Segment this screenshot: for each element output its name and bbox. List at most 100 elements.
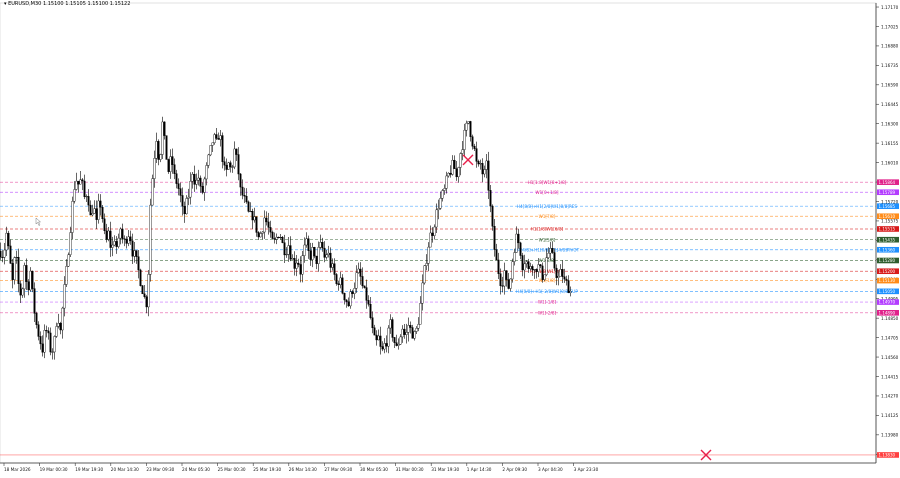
candle-body	[123, 238, 126, 240]
level-price-tag	[877, 203, 899, 209]
candle-body	[49, 332, 52, 353]
candle-body	[509, 278, 512, 289]
candle-body	[513, 252, 516, 262]
candle-body	[321, 242, 324, 249]
candle-body	[209, 145, 212, 156]
chart-header: ▾ EURUSD,M30 1.15100 1.15105 1.15100 1.1…	[4, 1, 130, 7]
candle-body	[97, 200, 100, 220]
candle-body	[89, 204, 92, 216]
candle-body	[205, 165, 208, 180]
candle-body	[415, 328, 418, 332]
candle-body	[407, 325, 410, 333]
candle-body	[333, 263, 336, 275]
candle-body	[433, 226, 436, 236]
candle-body	[253, 216, 256, 221]
candle-body	[167, 159, 170, 172]
level-label: W1[5/8]	[539, 237, 556, 242]
x-tick-label: 18 Mar 2026	[4, 467, 31, 472]
level-label: H4[0/8]+H1[-2/8]W1[0/8]SUP	[516, 289, 578, 294]
candle-body	[215, 134, 218, 139]
candle-body	[555, 267, 558, 278]
level-label: W1[-2/8]	[538, 310, 557, 315]
candle-body	[21, 288, 24, 296]
level-price-label: 1.15610	[879, 214, 896, 219]
candle-body	[337, 283, 340, 285]
candle-body	[179, 188, 182, 196]
candle-body	[69, 232, 72, 255]
x-tick-label: 25 Mar 19:30	[253, 467, 281, 472]
candle-body	[537, 264, 540, 272]
candle-body	[53, 336, 56, 353]
candle-body	[117, 237, 120, 247]
candle-body	[529, 266, 532, 269]
candle-body	[341, 277, 344, 294]
candle-body	[317, 247, 320, 264]
candle-body	[71, 201, 74, 233]
candle-body	[455, 168, 458, 178]
candle-body	[247, 201, 250, 212]
candle-body	[177, 183, 180, 189]
candle-body	[539, 264, 542, 267]
candle-body	[113, 241, 116, 246]
candle-body	[559, 269, 562, 277]
candle-body	[549, 248, 552, 254]
y-tick-label: 1.14415	[881, 374, 899, 379]
candle-body	[463, 129, 466, 150]
candle-body	[147, 274, 150, 308]
candle-body	[379, 335, 382, 347]
x-tick-label: 2 Apr 09:30	[502, 467, 527, 472]
candle-body	[233, 148, 236, 168]
candle-body	[169, 156, 172, 172]
candle-body	[255, 216, 258, 233]
candle-body	[409, 325, 412, 328]
candle-body	[397, 343, 400, 346]
candle-body	[287, 245, 290, 255]
candle-body	[171, 156, 174, 165]
candle-body	[149, 204, 152, 275]
candle-body	[107, 230, 110, 240]
x-tick-label: 31 Mar 19:30	[431, 467, 459, 472]
y-tick-label: 1.16155	[881, 141, 899, 146]
candle-body	[161, 121, 164, 155]
candle-body	[9, 245, 12, 264]
candle-body	[125, 238, 128, 244]
plot-frame	[0, 2, 877, 464]
mouse-cursor-icon	[35, 217, 42, 226]
level-price-label: 1.15515	[879, 227, 896, 232]
level-price-label: 1.14890	[879, 310, 896, 315]
candle-body	[5, 232, 8, 251]
candle-body	[291, 258, 294, 260]
candle-body	[301, 255, 304, 275]
x-tick-label: 25 Mar 00:30	[218, 467, 246, 472]
candle-body	[221, 135, 224, 162]
level-label: W1[-1/8]	[538, 300, 557, 305]
candle-body	[15, 256, 18, 258]
level-price-tag	[877, 277, 899, 284]
candle-body	[73, 189, 76, 202]
candle-body	[217, 138, 220, 140]
candle-body	[459, 153, 462, 168]
candle-body	[371, 317, 374, 329]
candle-body	[467, 121, 470, 124]
candle-body	[187, 196, 190, 199]
candle-body	[175, 173, 178, 184]
level-price-label: 1.15280	[879, 258, 896, 263]
level-price-label: 1.13830	[879, 453, 896, 458]
y-tick-label: 1.16735	[881, 63, 899, 68]
candle-body	[63, 284, 66, 309]
candle-body	[547, 252, 550, 258]
level-price-label: 1.15864	[879, 180, 896, 185]
candle-body	[33, 288, 36, 314]
candle-body	[211, 142, 214, 146]
candle-body	[361, 276, 364, 287]
level-price-tag	[877, 452, 899, 458]
candle-body	[445, 175, 448, 189]
candle-body	[475, 148, 478, 162]
y-tick-label: 1.14125	[881, 413, 899, 418]
candle-body	[91, 213, 94, 216]
y-tick-label: 1.16445	[881, 102, 899, 107]
candle-body	[335, 274, 338, 284]
candle-body	[391, 319, 394, 338]
